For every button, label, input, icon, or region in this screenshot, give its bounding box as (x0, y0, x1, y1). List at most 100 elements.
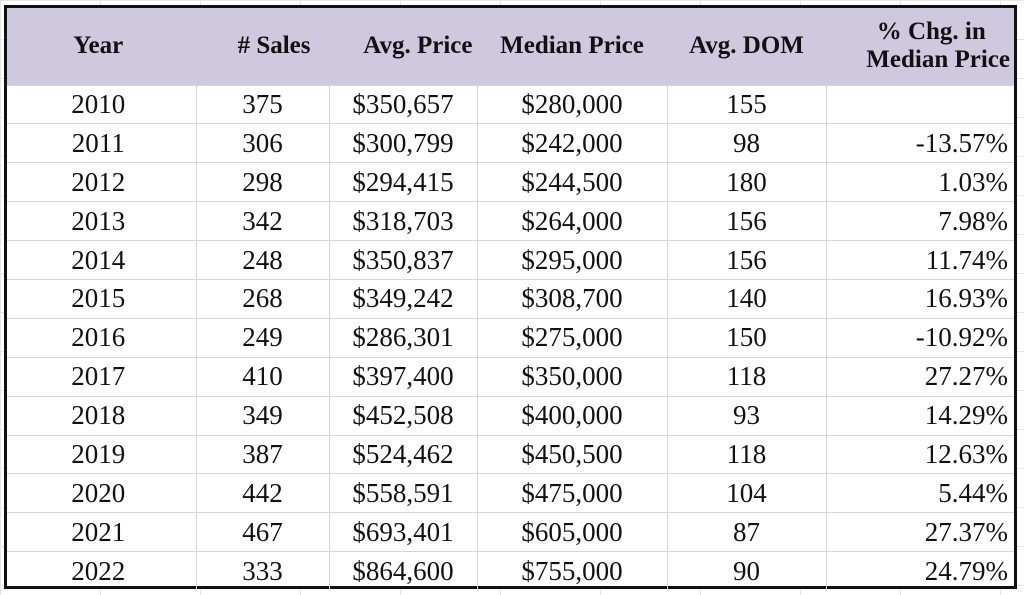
cell-sales[interactable]: 342 (195, 201, 329, 241)
cell-year[interactable]: 2020 (7, 473, 196, 513)
header-avg-price[interactable]: Avg. Price (328, 8, 477, 85)
cell-median-price[interactable]: $755,000 (476, 551, 667, 591)
cell-pct-change[interactable]: -13.57% (825, 123, 1014, 163)
cell-median-price[interactable]: $280,000 (476, 84, 667, 124)
cell-median-price[interactable]: $295,000 (476, 240, 667, 280)
cell-avg-price[interactable]: $318,703 (328, 201, 477, 241)
cell-median-price[interactable]: $350,000 (476, 356, 667, 397)
cell-avg-dom[interactable]: 155 (666, 84, 826, 124)
cell-avg-dom[interactable]: 140 (666, 278, 826, 319)
cell-pct-change[interactable] (825, 84, 1014, 124)
cell-sales[interactable]: 375 (195, 84, 329, 124)
cell-year[interactable]: 2011 (7, 123, 196, 163)
cell-year[interactable]: 2010 (7, 84, 196, 124)
cell-sales[interactable]: 306 (195, 123, 329, 163)
table-row: 2017 410 $397,400 $350,000 118 27.27% (7, 356, 1014, 397)
table-row: 2020 442 $558,591 $475,000 104 5.44% (7, 473, 1014, 513)
cell-sales[interactable]: 349 (195, 395, 329, 436)
header-avg-dom[interactable]: Avg. DOM (666, 8, 826, 85)
cell-year[interactable]: 2017 (7, 356, 196, 397)
table-row: 2013 342 $318,703 $264,000 156 7.98% (7, 201, 1014, 241)
cell-avg-dom[interactable]: 118 (666, 356, 826, 397)
table-header: Year # Sales Avg. Price Median Price Avg… (7, 8, 1014, 85)
cell-pct-change[interactable]: -10.92% (825, 317, 1014, 358)
cell-year[interactable]: 2014 (7, 240, 196, 280)
cell-year[interactable]: 2019 (7, 434, 196, 474)
cell-sales[interactable]: 442 (195, 473, 329, 513)
cell-median-price[interactable]: $475,000 (476, 473, 667, 513)
cell-avg-price[interactable]: $300,799 (328, 123, 477, 163)
cell-sales[interactable]: 298 (195, 162, 329, 202)
cell-pct-change[interactable]: 7.98% (825, 201, 1014, 241)
cell-avg-price[interactable]: $558,591 (328, 473, 477, 513)
header-sales[interactable]: # Sales (195, 8, 329, 85)
cell-sales[interactable]: 248 (195, 240, 329, 280)
header-year[interactable]: Year (73, 31, 124, 59)
cell-pct-change[interactable]: 14.29% (825, 395, 1014, 436)
header-row: Year # Sales Avg. Price Median Price Avg… (7, 8, 1014, 85)
cell-pct-change[interactable]: 1.03% (825, 162, 1014, 202)
cell-median-price[interactable]: $275,000 (476, 317, 667, 358)
table-row: 2022 333 $864,600 $755,000 90 24.79% (7, 551, 1014, 591)
cell-year[interactable]: 2018 (7, 395, 196, 436)
cell-median-price[interactable]: $308,700 (476, 278, 667, 319)
cell-avg-dom[interactable]: 150 (666, 317, 826, 358)
cell-sales[interactable]: 249 (195, 317, 329, 358)
cell-year[interactable]: 2016 (7, 317, 196, 358)
cell-sales[interactable]: 333 (195, 551, 329, 591)
cell-avg-price[interactable]: $350,657 (328, 84, 477, 124)
cell-avg-dom[interactable]: 90 (666, 551, 826, 591)
cell-avg-price[interactable]: $864,600 (328, 551, 477, 591)
cell-sales[interactable]: 467 (195, 512, 329, 552)
cell-median-price[interactable]: $244,500 (476, 162, 667, 202)
table-row: 2016 249 $286,301 $275,000 150 -10.92% (7, 317, 1014, 358)
cell-year[interactable]: 2012 (7, 162, 196, 202)
table-row: 2018 349 $452,508 $400,000 93 14.29% (7, 395, 1014, 436)
header-median-price[interactable]: Median Price (476, 8, 667, 85)
table-row: 2019 387 $524,462 $450,500 118 12.63% (7, 434, 1014, 474)
cell-sales[interactable]: 410 (195, 356, 329, 397)
cell-pct-change[interactable]: 16.93% (825, 278, 1014, 319)
cell-median-price[interactable]: $450,500 (476, 434, 667, 474)
cell-median-price[interactable]: $400,000 (476, 395, 667, 436)
cell-pct-change[interactable]: 5.44% (825, 473, 1014, 513)
cell-avg-dom[interactable]: 156 (666, 240, 826, 280)
table-row: 2021 467 $693,401 $605,000 87 27.37% (7, 512, 1014, 552)
cell-avg-price[interactable]: $349,242 (328, 278, 477, 319)
cell-avg-price[interactable]: $350,837 (328, 240, 477, 280)
cell-avg-price[interactable]: $452,508 (328, 395, 477, 436)
cell-pct-change[interactable]: 24.79% (825, 551, 1014, 591)
cell-avg-price[interactable]: $286,301 (328, 317, 477, 358)
cell-avg-price[interactable]: $294,415 (328, 162, 477, 202)
cell-year[interactable]: 2022 (7, 551, 196, 591)
cell-sales[interactable]: 387 (195, 434, 329, 474)
cell-pct-change[interactable]: 27.37% (825, 512, 1014, 552)
cell-avg-dom[interactable]: 93 (666, 395, 826, 436)
table-row: 2010 375 $350,657 $280,000 155 (7, 84, 1014, 124)
cell-pct-change[interactable]: 11.74% (825, 240, 1014, 280)
cell-median-price[interactable]: $264,000 (476, 201, 667, 241)
cell-year[interactable]: 2013 (7, 201, 196, 241)
cell-avg-dom[interactable]: 87 (666, 512, 826, 552)
cell-pct-change[interactable]: 12.63% (825, 434, 1014, 474)
cell-avg-price[interactable]: $693,401 (328, 512, 477, 552)
cell-avg-dom[interactable]: 156 (666, 201, 826, 241)
cell-year[interactable]: 2015 (7, 278, 196, 319)
cell-sales[interactable]: 268 (195, 278, 329, 319)
cell-avg-price[interactable]: $524,462 (328, 434, 477, 474)
cell-median-price[interactable]: $242,000 (476, 123, 667, 163)
cell-avg-dom[interactable]: 180 (666, 162, 826, 202)
header-pct-change-line2: Median Price (866, 46, 1010, 74)
cell-avg-dom[interactable]: 98 (666, 123, 826, 163)
cell-avg-dom[interactable]: 104 (666, 473, 826, 513)
header-pct-change[interactable]: % Chg. in Median Price (825, 8, 1014, 85)
table-body: 2010 375 $350,657 $280,000 155 2011 306 $300,79… (7, 84, 1014, 591)
cell-avg-price[interactable]: $397,400 (328, 356, 477, 397)
cell-year[interactable]: 2021 (7, 512, 196, 552)
sales-table: Year # Sales Avg. Price Median Price Avg… (7, 8, 1014, 591)
cell-pct-change[interactable]: 27.27% (825, 356, 1014, 397)
sales-table-frame: Year # Sales Avg. Price Median Price Avg… (4, 5, 1017, 591)
cell-avg-dom[interactable]: 118 (666, 434, 826, 474)
cell-median-price[interactable]: $605,000 (476, 512, 667, 552)
header-pct-change-line1: % Chg. in (876, 17, 986, 45)
